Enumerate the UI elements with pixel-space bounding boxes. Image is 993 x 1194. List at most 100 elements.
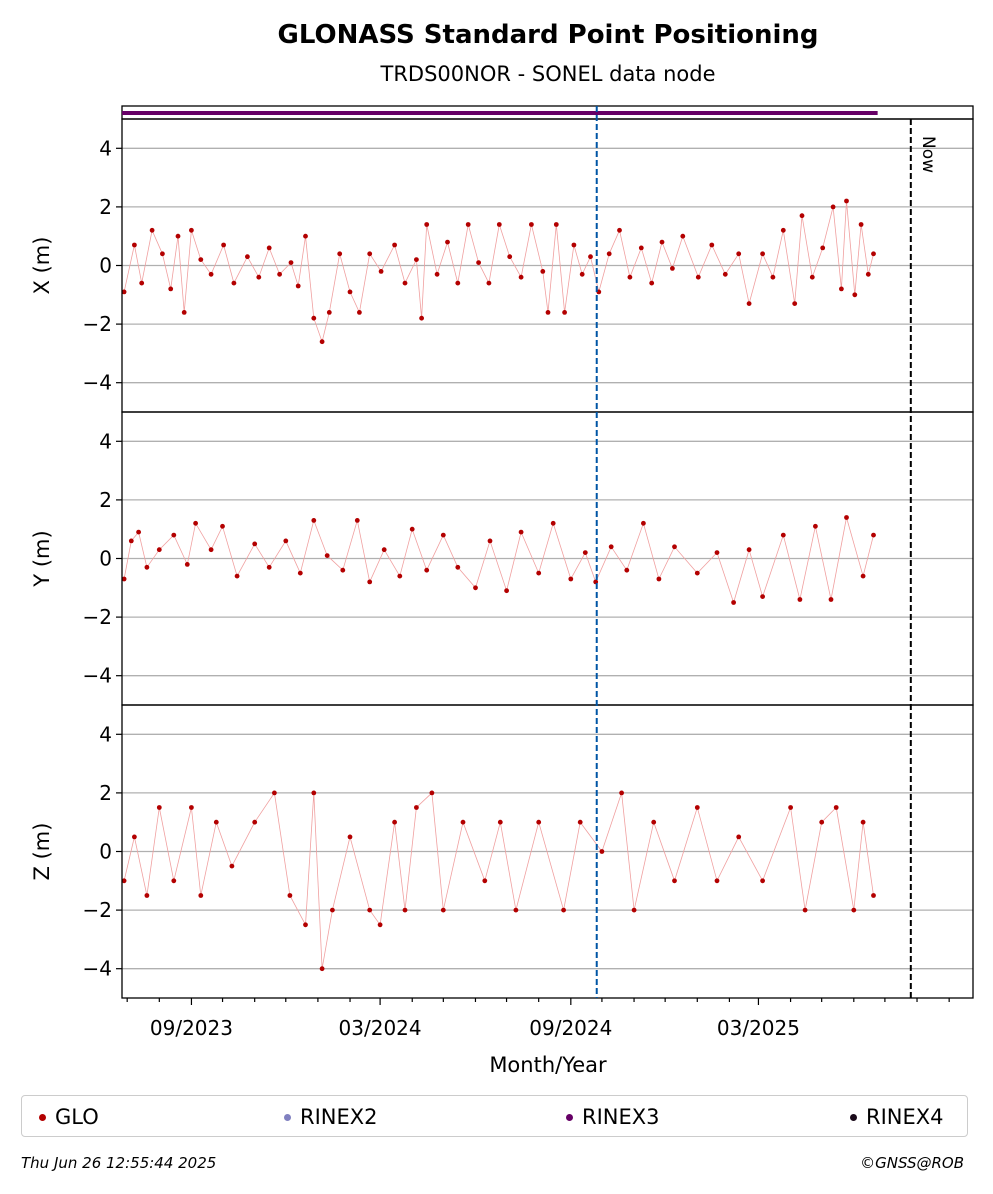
glo-point-y <box>128 538 134 544</box>
glo-point-x <box>507 254 513 260</box>
glo-point-x <box>139 280 145 286</box>
y-tick-label-x: 0 <box>99 254 112 278</box>
glo-point-z <box>651 819 657 825</box>
glo-point-y <box>367 579 373 585</box>
glo-point-x <box>465 222 471 227</box>
glo-point-x <box>844 198 849 204</box>
glo-point-z <box>599 849 605 854</box>
y-tick-label-x: 2 <box>99 195 112 219</box>
glo-point-y <box>156 547 162 553</box>
glo-point-x <box>347 289 353 295</box>
glo-point-x <box>588 254 593 260</box>
glo-point-x <box>231 280 237 286</box>
glo-point-y <box>184 562 190 567</box>
glo-point-z <box>577 819 583 825</box>
glo-point-z <box>347 834 353 840</box>
glo-point-z <box>860 819 866 825</box>
plot-area: −4 −2 0 2 4 X (m) −4 −2 0 2 4 Y (m) −4 −2 0 2 4 Z (m) Now 0… <box>30 105 974 1040</box>
legend-item-rinex3: RINEX3 <box>566 1105 660 1129</box>
glo-point-z <box>760 878 765 884</box>
glo-point-z <box>144 893 150 898</box>
glo-point-x <box>445 239 450 245</box>
glo-point-y <box>844 515 849 520</box>
x-tick-label: 03/2025 <box>717 1016 800 1040</box>
glo-point-z <box>819 819 825 825</box>
y-axis-label-z: Z (m) <box>30 823 54 881</box>
legend-label-rinex4: RINEX4 <box>866 1105 944 1129</box>
glo-point-z <box>330 907 335 913</box>
glo-point-y <box>455 564 461 570</box>
glo-point-x <box>392 242 397 248</box>
glo-point-x <box>649 280 655 286</box>
glo-point-x <box>181 310 187 315</box>
glo-point-x <box>792 301 798 306</box>
glo-point-x <box>149 227 155 233</box>
glo-point-y <box>220 523 225 529</box>
legend-marker-glo <box>39 1113 46 1121</box>
glo-point-z <box>121 878 127 884</box>
glo-point-y <box>760 594 765 599</box>
glo-point-z <box>536 819 542 825</box>
glo-point-z <box>619 790 624 796</box>
legend-marker-rinex3 <box>566 1113 573 1121</box>
glo-point-x <box>414 257 419 262</box>
glo-point-x <box>160 251 165 257</box>
glo-point-z <box>631 907 637 913</box>
glo-point-x <box>245 254 250 260</box>
glo-point-x <box>303 233 308 239</box>
y-tick-label-z: −4 <box>83 957 112 981</box>
glo-point-y <box>828 597 834 602</box>
y-tick-label-x: −2 <box>83 312 112 336</box>
glo-point-z <box>367 907 373 913</box>
glo-point-y <box>409 526 415 532</box>
glo-point-y <box>582 550 588 555</box>
y-tick-label-y: 2 <box>99 488 112 512</box>
legend-marker-rinex2 <box>284 1113 291 1121</box>
glo-point-y <box>568 576 574 582</box>
glo-point-y <box>608 544 614 550</box>
glo-point-z <box>229 863 235 869</box>
glo-point-x <box>722 271 728 277</box>
glo-point-x <box>809 274 815 280</box>
glo-point-y <box>641 520 646 526</box>
glo-point-x <box>295 283 301 289</box>
glo-point-x <box>865 271 871 277</box>
glo-point-x <box>367 251 373 257</box>
glo-point-x <box>820 245 826 251</box>
glo-point-x <box>476 260 481 265</box>
glo-point-x <box>221 242 227 248</box>
y-tick-label-z: 2 <box>99 781 112 805</box>
glo-point-y <box>193 520 199 526</box>
glo-point-y <box>624 567 630 573</box>
legend-label-glo: GLO <box>55 1105 99 1129</box>
y-tick-label-x: −4 <box>83 371 112 395</box>
glo-point-y <box>780 532 786 538</box>
glo-point-x <box>606 251 612 257</box>
legend: GLO RINEX2 RINEX3 RINEX4 <box>21 1095 968 1137</box>
glo-point-y <box>746 547 752 553</box>
glo-point-x <box>496 222 502 227</box>
glo-point-z <box>694 805 700 810</box>
glo-point-y <box>340 567 346 573</box>
glo-point-x <box>486 280 492 286</box>
glo-point-x <box>529 222 534 227</box>
glo-point-y <box>550 520 556 526</box>
glo-point-x <box>871 251 876 257</box>
glo-point-x <box>277 271 282 277</box>
glo-point-y <box>518 529 524 535</box>
glo-point-x <box>434 271 440 277</box>
glo-point-x <box>198 257 204 262</box>
glo-point-y <box>487 538 493 544</box>
glo-point-y <box>266 564 272 570</box>
legend-marker-rinex4 <box>850 1113 857 1121</box>
glo-point-y <box>440 532 446 538</box>
glo-point-x <box>518 274 524 280</box>
glo-point-x <box>746 301 752 306</box>
glo-point-x <box>830 204 836 210</box>
footer-copyright: ©GNSS@ROB <box>860 1154 964 1172</box>
glo-point-x <box>175 233 181 239</box>
glo-point-y <box>397 573 403 579</box>
x-axis-label: Month/Year <box>489 1053 607 1077</box>
glo-point-x <box>659 239 665 245</box>
glo-point-x <box>545 310 551 315</box>
